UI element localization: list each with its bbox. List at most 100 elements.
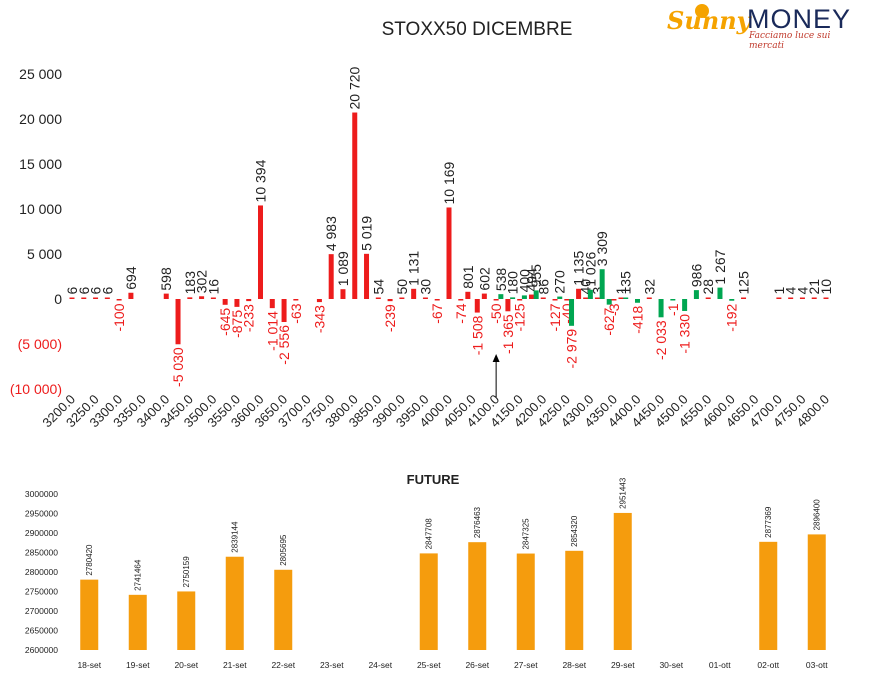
data-label: 54 <box>370 279 386 295</box>
bar <box>269 299 275 309</box>
logo-sunny-text: Sunny <box>667 6 751 35</box>
bar <box>411 288 417 299</box>
data-label: -1 330 <box>677 314 693 354</box>
data-label: 2847708 <box>425 518 434 550</box>
bar <box>446 207 452 299</box>
bar <box>788 297 794 299</box>
data-label: -1 014 <box>264 311 280 351</box>
data-label: -2 033 <box>653 320 669 360</box>
logo-money-text: MONEY <box>747 4 852 34</box>
data-label: 4 <box>794 287 810 295</box>
x-tick-label: 21-set <box>223 660 247 670</box>
data-label: 494 <box>523 268 539 292</box>
x-tick-label: 29-set <box>611 660 635 670</box>
bar <box>222 299 228 305</box>
data-label: 2877369 <box>764 506 773 538</box>
bar <box>658 299 664 318</box>
bar <box>116 299 122 301</box>
data-label: 2780420 <box>85 544 94 576</box>
data-label: 694 <box>123 266 139 290</box>
data-label: 5 019 <box>359 216 375 251</box>
data-label: -192 <box>724 304 740 332</box>
data-label: 1 131 <box>406 251 422 286</box>
bar <box>419 553 438 650</box>
x-tick-label: 24-set <box>368 660 392 670</box>
bar <box>606 299 612 305</box>
bar <box>717 287 723 299</box>
data-label: -50 <box>488 303 504 323</box>
bar <box>552 299 558 301</box>
logo-tagline: Facciamo luce sui mercati <box>749 31 831 51</box>
data-label: 4 983 <box>323 216 339 251</box>
bar <box>387 299 393 302</box>
data-label: 10 394 <box>253 159 269 202</box>
data-label: -3 <box>606 303 622 316</box>
y-tick-label: 2900000 <box>25 528 58 538</box>
data-label: 180 <box>505 271 521 295</box>
y-tick-label: 2850000 <box>25 548 58 558</box>
data-label: 183 <box>182 271 198 295</box>
y-tick-label: 10 000 <box>19 201 62 217</box>
bar <box>364 253 370 299</box>
bar <box>465 291 471 299</box>
x-tick-label: 25-set <box>417 660 441 670</box>
y-tick-label: 2750000 <box>25 587 58 597</box>
data-label: 2876463 <box>473 506 482 538</box>
bar <box>505 299 511 312</box>
bar <box>618 297 624 299</box>
y-tick-label: 15 000 <box>19 156 62 172</box>
bar <box>807 534 826 650</box>
data-label: 86 <box>535 279 551 295</box>
bar <box>474 299 480 313</box>
data-label: 125 <box>736 271 752 295</box>
data-label: 50 <box>394 279 410 295</box>
x-tick-label: 30-set <box>659 660 683 670</box>
bar <box>521 295 527 299</box>
y-tick-label: 2700000 <box>25 606 58 616</box>
bar <box>128 594 147 650</box>
bar <box>517 299 523 301</box>
data-label: 801 <box>460 265 476 289</box>
bar <box>177 591 196 650</box>
y-tick-label: 2600000 <box>25 645 58 655</box>
bar <box>104 297 110 299</box>
data-label: 3 <box>589 287 605 295</box>
bar <box>274 569 293 650</box>
x-tick-label: 18-set <box>77 660 101 670</box>
bar <box>210 297 216 299</box>
data-label: 30 <box>417 279 433 295</box>
data-label: 602 <box>476 267 492 291</box>
bar <box>599 269 605 299</box>
bar <box>375 297 381 299</box>
bar <box>234 299 240 307</box>
data-label: -233 <box>241 304 257 332</box>
bar <box>69 297 75 299</box>
data-label: -418 <box>630 306 646 334</box>
bar <box>646 297 652 299</box>
bar <box>468 542 487 650</box>
data-label: 2750159 <box>182 556 191 588</box>
data-label: 21 <box>806 279 822 295</box>
bar <box>557 296 563 299</box>
x-tick-label: 28-set <box>562 660 586 670</box>
bar <box>759 541 778 650</box>
bar <box>729 299 735 301</box>
data-label: 20 720 <box>347 66 363 109</box>
bar <box>199 296 205 299</box>
data-label: 302 <box>194 270 210 294</box>
bar <box>635 299 640 303</box>
bar <box>510 297 516 299</box>
bar <box>246 299 252 302</box>
data-label: -127 <box>547 303 563 331</box>
bar <box>458 299 464 301</box>
bar <box>81 297 87 299</box>
chart-title: FUTURE <box>407 472 460 487</box>
data-label: 2741464 <box>134 559 143 591</box>
bar <box>613 512 632 650</box>
y-tick-label: 2950000 <box>25 509 58 519</box>
data-label: -645 <box>217 308 233 336</box>
x-tick-label: 19-set <box>126 660 150 670</box>
data-label: -1 <box>665 303 681 316</box>
data-label: 2951443 <box>619 477 628 509</box>
